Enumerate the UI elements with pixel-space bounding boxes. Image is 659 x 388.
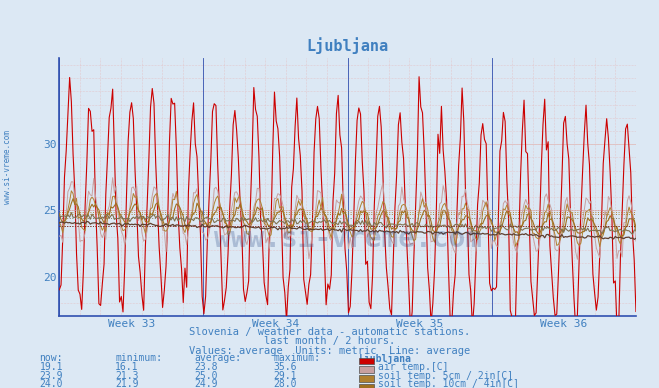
Text: 24.0: 24.0 [40, 379, 63, 388]
Text: 21.3: 21.3 [115, 371, 139, 381]
Title: Ljubljana: Ljubljana [306, 37, 389, 54]
Text: average:: average: [194, 353, 241, 363]
Text: 24.9: 24.9 [194, 379, 218, 388]
Text: 21.9: 21.9 [115, 379, 139, 388]
Text: 25.0: 25.0 [194, 371, 218, 381]
Text: 19.1: 19.1 [40, 362, 63, 372]
Text: Values: average  Units: metric  Line: average: Values: average Units: metric Line: aver… [189, 346, 470, 356]
Text: minimum:: minimum: [115, 353, 162, 363]
Text: Ljubljana: Ljubljana [359, 353, 412, 364]
Text: Slovenia / weather data - automatic stations.: Slovenia / weather data - automatic stat… [189, 327, 470, 337]
Text: 16.1: 16.1 [115, 362, 139, 372]
Text: maximum:: maximum: [273, 353, 320, 363]
Text: air temp.[C]: air temp.[C] [378, 362, 448, 372]
Text: 23.9: 23.9 [40, 371, 63, 381]
Text: 35.6: 35.6 [273, 362, 297, 372]
Text: 28.0: 28.0 [273, 379, 297, 388]
Text: 23.8: 23.8 [194, 362, 218, 372]
Text: soil temp. 10cm / 4in[C]: soil temp. 10cm / 4in[C] [378, 379, 519, 388]
Text: www.si-vreme.com: www.si-vreme.com [214, 225, 482, 253]
Text: now:: now: [40, 353, 63, 363]
Text: last month / 2 hours.: last month / 2 hours. [264, 336, 395, 346]
Text: 29.1: 29.1 [273, 371, 297, 381]
Text: soil temp. 5cm / 2in[C]: soil temp. 5cm / 2in[C] [378, 371, 513, 381]
Text: www.si-vreme.com: www.si-vreme.com [3, 130, 13, 204]
